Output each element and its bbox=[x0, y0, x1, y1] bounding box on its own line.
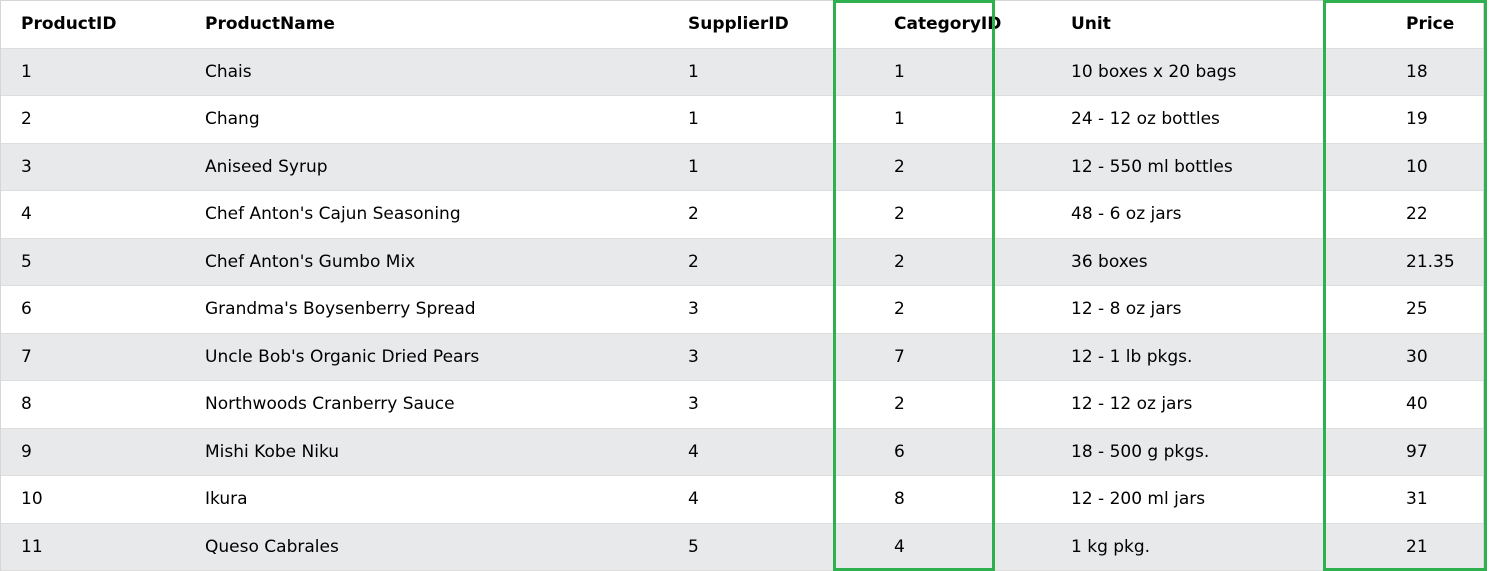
cell-price: 19 bbox=[1358, 95, 1483, 144]
cell-supplierid: 3 bbox=[668, 285, 854, 334]
cell-supplierid: 3 bbox=[668, 333, 854, 381]
cell-categoryid: 1 bbox=[854, 48, 1051, 96]
table-body: 1 Chais 1 1 10 boxes x 20 bags 18 2 Chang 1 1 24 -… bbox=[1, 48, 1483, 571]
cell-unit: 12 - 550 ml bottles bbox=[1051, 143, 1358, 191]
cell-productname: Chef Anton's Gumbo Mix bbox=[185, 238, 668, 286]
cell-supplierid: 1 bbox=[668, 48, 854, 96]
cell-productid: 2 bbox=[1, 95, 185, 144]
column-header-unit: Unit bbox=[1051, 1, 1358, 49]
column-header-productid: ProductID bbox=[1, 1, 185, 49]
cell-price: 31 bbox=[1358, 475, 1483, 524]
cell-categoryid: 2 bbox=[854, 380, 1051, 429]
cell-productid: 6 bbox=[1, 285, 185, 334]
table-header-row: ProductID ProductName SupplierID CategoryID… bbox=[1, 1, 1483, 49]
cell-categoryid: 2 bbox=[854, 285, 1051, 334]
cell-categoryid: 4 bbox=[854, 523, 1051, 571]
cell-categoryid: 7 bbox=[854, 333, 1051, 381]
cell-unit: 36 boxes bbox=[1051, 238, 1358, 286]
cell-productid: 8 bbox=[1, 380, 185, 429]
cell-unit: 48 - 6 oz jars bbox=[1051, 190, 1358, 239]
cell-supplierid: 3 bbox=[668, 380, 854, 429]
cell-price: 21.35 bbox=[1358, 238, 1483, 286]
cell-supplierid: 4 bbox=[668, 428, 854, 476]
cell-price: 97 bbox=[1358, 428, 1483, 476]
column-header-supplierid: SupplierID bbox=[668, 1, 854, 49]
table-row: 2 Chang 1 1 24 - 12 oz bottles 19 bbox=[1, 95, 1483, 144]
cell-unit: 18 - 500 g pkgs. bbox=[1051, 428, 1358, 476]
cell-productid: 11 bbox=[1, 523, 185, 571]
cell-price: 40 bbox=[1358, 380, 1483, 429]
cell-supplierid: 1 bbox=[668, 95, 854, 144]
table-row: 4 Chef Anton's Cajun Seasoning 2 2 48 - 6 oz… bbox=[1, 190, 1483, 239]
cell-price: 21 bbox=[1358, 523, 1483, 571]
cell-productname: Chais bbox=[185, 48, 668, 96]
table-row: 1 Chais 1 1 10 boxes x 20 bags 18 bbox=[1, 48, 1483, 96]
cell-supplierid: 5 bbox=[668, 523, 854, 571]
table-row: 8 Northwoods Cranberry Sauce 3 2 12 - 12 oz … bbox=[1, 380, 1483, 429]
cell-categoryid: 2 bbox=[854, 143, 1051, 191]
cell-productid: 9 bbox=[1, 428, 185, 476]
cell-categoryid: 2 bbox=[854, 238, 1051, 286]
cell-productid: 1 bbox=[1, 48, 185, 96]
cell-unit: 1 kg pkg. bbox=[1051, 523, 1358, 571]
cell-categoryid: 8 bbox=[854, 475, 1051, 524]
cell-productid: 5 bbox=[1, 238, 185, 286]
cell-supplierid: 1 bbox=[668, 143, 854, 191]
table-row: 9 Mishi Kobe Niku 4 6 18 - 500 g pkgs. 97 bbox=[1, 428, 1483, 476]
cell-unit: 12 - 1 lb pkgs. bbox=[1051, 333, 1358, 381]
cell-productid: 10 bbox=[1, 475, 185, 524]
cell-unit: 24 - 12 oz bottles bbox=[1051, 95, 1358, 144]
cell-unit: 10 boxes x 20 bags bbox=[1051, 48, 1358, 96]
cell-price: 22 bbox=[1358, 190, 1483, 239]
cell-productid: 3 bbox=[1, 143, 185, 191]
cell-productname: Chang bbox=[185, 95, 668, 144]
cell-supplierid: 2 bbox=[668, 238, 854, 286]
cell-productname: Chef Anton's Cajun Seasoning bbox=[185, 190, 668, 239]
cell-productname: Grandma's Boysenberry Spread bbox=[185, 285, 668, 334]
cell-unit: 12 - 12 oz jars bbox=[1051, 380, 1358, 429]
cell-supplierid: 4 bbox=[668, 475, 854, 524]
cell-categoryid: 6 bbox=[854, 428, 1051, 476]
table-row: 10 Ikura 4 8 12 - 200 ml jars 31 bbox=[1, 475, 1483, 524]
cell-unit: 12 - 8 oz jars bbox=[1051, 285, 1358, 334]
cell-price: 18 bbox=[1358, 48, 1483, 96]
cell-productname: Uncle Bob's Organic Dried Pears bbox=[185, 333, 668, 381]
table-row: 7 Uncle Bob's Organic Dried Pears 3 7 12 - 1… bbox=[1, 333, 1483, 381]
cell-productname: Ikura bbox=[185, 475, 668, 524]
cell-productid: 4 bbox=[1, 190, 185, 239]
table-row: 5 Chef Anton's Gumbo Mix 2 2 36 boxes 21.35 bbox=[1, 238, 1483, 286]
column-header-categoryid: CategoryID bbox=[854, 1, 1051, 49]
table-row: 11 Queso Cabrales 5 4 1 kg pkg. 21 bbox=[1, 523, 1483, 571]
cell-productid: 7 bbox=[1, 333, 185, 381]
cell-price: 25 bbox=[1358, 285, 1483, 334]
column-header-productname: ProductName bbox=[185, 1, 668, 49]
table-row: 3 Aniseed Syrup 1 2 12 - 550 ml bottles 10 bbox=[1, 143, 1483, 191]
cell-price: 10 bbox=[1358, 143, 1483, 191]
cell-productname: Queso Cabrales bbox=[185, 523, 668, 571]
cell-productname: Aniseed Syrup bbox=[185, 143, 668, 191]
cell-productname: Mishi Kobe Niku bbox=[185, 428, 668, 476]
cell-supplierid: 2 bbox=[668, 190, 854, 239]
cell-productname: Northwoods Cranberry Sauce bbox=[185, 380, 668, 429]
cell-categoryid: 2 bbox=[854, 190, 1051, 239]
table-row: 6 Grandma's Boysenberry Spread 3 2 12 - 8 oz… bbox=[1, 285, 1483, 334]
cell-categoryid: 1 bbox=[854, 95, 1051, 144]
cell-price: 30 bbox=[1358, 333, 1483, 381]
cell-unit: 12 - 200 ml jars bbox=[1051, 475, 1358, 524]
column-header-price: Price bbox=[1358, 1, 1483, 49]
